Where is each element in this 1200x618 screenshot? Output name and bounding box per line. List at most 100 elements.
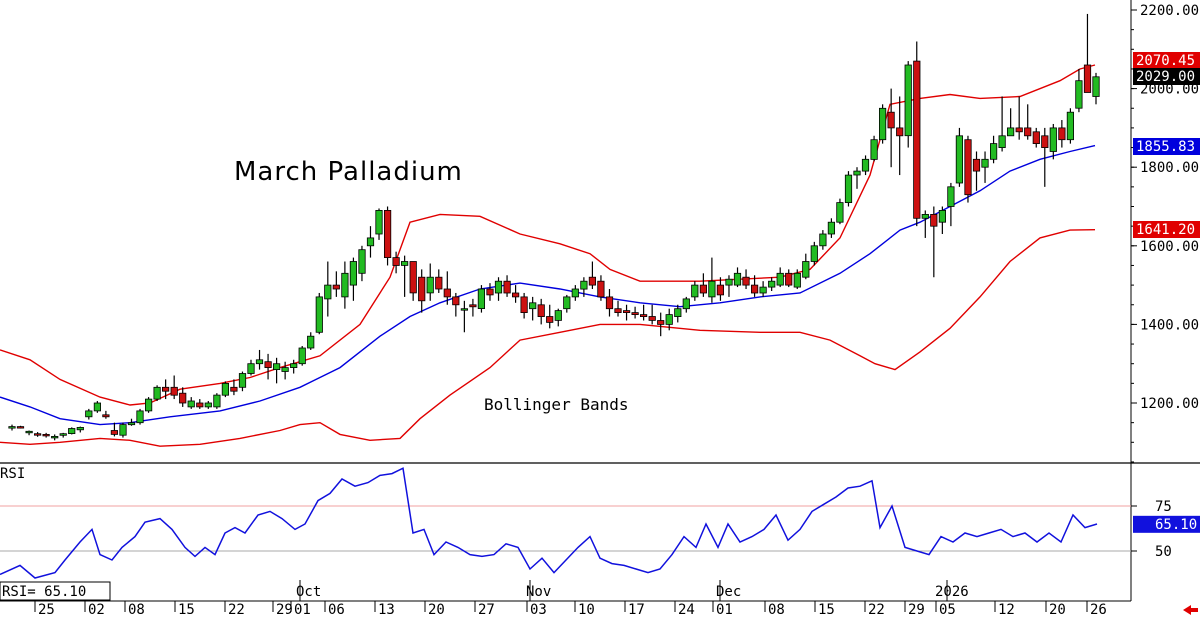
date-tick-label: 01 [294,602,311,618]
candle [349,257,358,301]
candle [110,422,118,437]
candle-body [341,272,349,298]
date-tick-label: 10 [578,602,595,618]
candle-body [810,245,818,262]
candle [418,269,426,313]
candle [571,285,579,301]
candle [785,269,793,288]
price-axis: 2200.00 2000.00 1800.00 1600.00 1400.00 1200.… [1131,3,1199,463]
candle [657,312,665,337]
candle [42,432,50,438]
candle-body [571,288,579,298]
candle [477,285,486,313]
candle-body [375,209,383,235]
rsi-panel: RSI 75 50 65.10 RSI= 65.10 [0,466,1200,601]
candle [1049,123,1057,160]
candle [34,432,42,437]
date-tick-label: 22 [228,602,245,618]
candle [691,281,699,301]
candle-body [1015,127,1023,133]
candle [742,269,750,290]
candle-body [768,280,776,288]
candle [793,269,801,290]
candle [494,277,503,301]
price-tick-label: 1600.00 [1140,239,1199,255]
candle [290,359,298,374]
date-tick-label: 12 [998,602,1015,618]
price-label-text: 2070.45 [1136,53,1195,69]
candle [861,155,870,176]
candle-body [238,373,247,388]
candle [844,171,853,207]
candle-body [1092,76,1100,97]
candle-body [614,308,622,314]
candle [682,296,690,313]
candle-body [366,237,375,247]
candle [896,96,904,176]
candle-body [42,433,50,437]
candle-body [486,288,494,296]
candle-body [503,280,511,294]
candle [512,285,520,303]
candle-body [597,280,605,298]
candle-body [674,308,682,318]
candle [264,353,272,380]
candle [16,425,25,429]
date-tick-label: 05 [939,602,956,618]
candle [699,273,708,297]
date-tick-label: 02 [88,602,105,618]
candle [776,267,784,288]
candle [998,96,1006,152]
date-tick-label: 25 [38,602,55,618]
date-tick-label: 01 [716,602,733,618]
candle [597,275,605,301]
candlestick-series [8,13,1100,441]
candle-body [623,310,631,314]
candle-body [759,286,767,294]
candle-body [102,414,110,418]
candle [187,397,195,409]
candle-body [8,426,16,429]
candle-body [964,139,972,196]
candle-body [1041,135,1049,149]
rsi-readout: RSI= 65.10 [2,584,86,600]
candle [921,210,929,238]
date-tick-label: 27 [478,602,495,618]
candle-body [110,430,118,435]
candle-body [887,111,895,129]
candle-body [708,280,716,298]
date-axis: 25 02 08 15 22 29 01 06 13 20 27 03 10 17 24 01 08 15 22 29… [34,580,1198,618]
candle-body [25,430,33,434]
candle [964,135,972,203]
price-label-box [1133,52,1200,69]
candle [392,251,400,274]
candle [281,361,289,380]
candle [119,422,127,438]
candle [972,151,981,191]
candle [733,267,742,288]
candle-body [34,433,42,436]
candle-body [179,392,187,404]
candle-body [221,382,229,396]
candle-body [127,422,136,426]
candle-body [187,400,195,408]
candle [68,427,76,435]
candle [25,430,33,436]
candle [981,151,989,183]
candle-body [400,261,409,266]
candle [341,261,349,309]
candle [836,198,844,225]
rsi-current-label: 65.10 [1155,517,1197,533]
candle-body [836,202,844,223]
price-label-text: 2029.00 [1136,69,1195,85]
candle [955,127,964,187]
candle-body [563,296,571,310]
candle-body [170,386,178,396]
candle-body [699,284,708,294]
candle-body [921,213,929,219]
candle-body [793,272,801,288]
candle [529,296,537,321]
candle-body [443,288,451,298]
candle-body [119,424,127,436]
